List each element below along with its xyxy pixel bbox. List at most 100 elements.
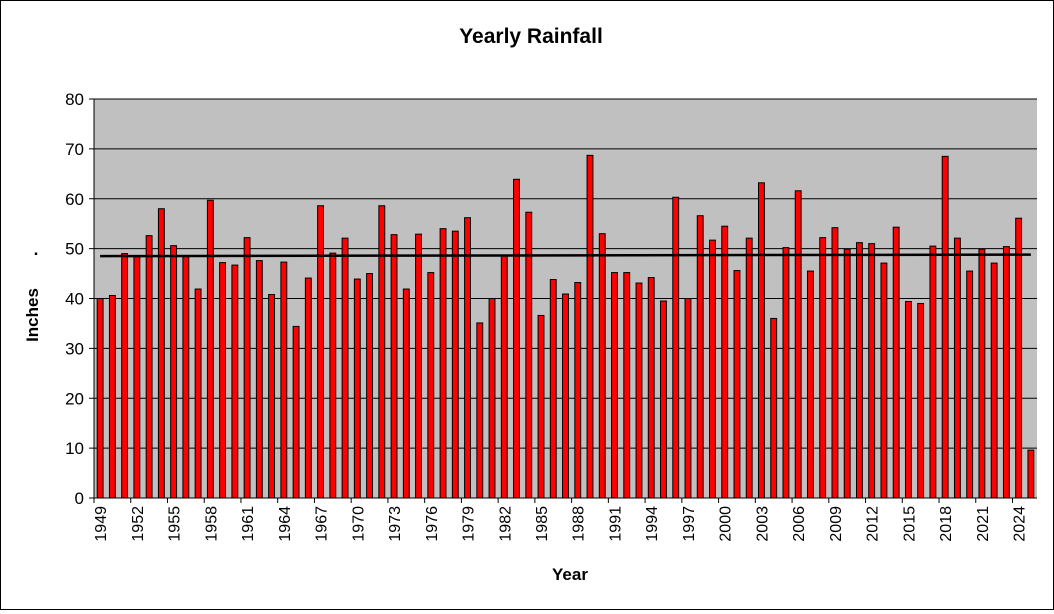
bar xyxy=(966,270,974,499)
y-tick-label: 80 xyxy=(65,90,84,109)
bar xyxy=(378,205,386,499)
bar xyxy=(721,225,729,499)
bar xyxy=(121,253,129,499)
bar xyxy=(415,233,422,499)
x-tick-label: 2018 xyxy=(938,506,955,542)
bar xyxy=(329,252,337,499)
bar xyxy=(660,300,667,499)
x-tick-label: 1964 xyxy=(277,506,294,542)
x-tick-label: 2015 xyxy=(901,506,918,542)
bar xyxy=(929,245,937,499)
bar xyxy=(953,237,961,499)
bar xyxy=(990,262,998,499)
bar xyxy=(733,270,741,499)
y-tick-labels: 0 10 20 30 40 50 60 70 80 xyxy=(65,90,84,508)
bar xyxy=(145,235,153,499)
bar xyxy=(96,298,104,499)
x-tick-label: 1952 xyxy=(130,506,147,542)
bar xyxy=(341,237,349,499)
bar xyxy=(537,314,545,499)
bar xyxy=(904,300,912,499)
bar xyxy=(843,248,851,499)
trendline xyxy=(100,253,1031,258)
x-tick-label: 1976 xyxy=(424,506,441,542)
bars xyxy=(96,154,1035,499)
y-tick-label: 30 xyxy=(65,339,84,358)
bar xyxy=(439,228,447,499)
bar xyxy=(500,255,508,499)
x-tick-label: 2009 xyxy=(828,506,845,542)
bar xyxy=(451,230,459,499)
bar xyxy=(206,199,214,499)
x-tick-label: 2006 xyxy=(791,506,808,542)
bar xyxy=(819,237,827,499)
bar xyxy=(280,261,288,499)
bar xyxy=(513,178,520,499)
bar xyxy=(794,190,802,499)
bar xyxy=(684,298,692,499)
bar xyxy=(170,245,178,499)
x-tick-label: 2000 xyxy=(718,506,735,542)
x-tick-label: 1949 xyxy=(93,506,110,542)
x-tick-label: 1970 xyxy=(350,506,367,542)
bar xyxy=(268,294,276,499)
x-tick-label: 1973 xyxy=(387,506,404,542)
y-tick-label: 40 xyxy=(65,290,84,309)
y-tick-label: 0 xyxy=(75,489,84,508)
bar xyxy=(562,293,569,499)
bar xyxy=(586,154,594,499)
bar xyxy=(464,217,471,499)
bar xyxy=(1015,217,1023,499)
bar xyxy=(488,298,496,499)
bar xyxy=(317,205,325,499)
x-tick-label: 1958 xyxy=(203,506,220,542)
bar xyxy=(855,242,863,499)
x-tick-label: 1991 xyxy=(607,506,624,542)
bar xyxy=(598,233,606,499)
bar xyxy=(611,272,618,499)
x-tick-labels: 1949 1952 1955 1958 1961 1964 1967 1970 1973 1976… xyxy=(93,506,1029,542)
bar xyxy=(476,322,484,499)
bar xyxy=(647,277,655,499)
y-tick-label: 70 xyxy=(65,140,84,159)
y-tick-label: 60 xyxy=(65,190,84,209)
bar xyxy=(390,234,398,499)
bar xyxy=(108,295,116,499)
x-tick-label: 2024 xyxy=(1012,506,1029,542)
bar xyxy=(758,182,765,499)
x-tick-label: 1961 xyxy=(240,506,257,542)
bar xyxy=(219,262,227,499)
bar xyxy=(182,255,190,499)
bar xyxy=(745,237,753,499)
bar xyxy=(770,317,778,499)
axes xyxy=(89,98,1037,503)
x-axis-label: Year xyxy=(552,565,588,584)
x-tick-label: 2021 xyxy=(975,506,992,542)
x-tick-label: 1955 xyxy=(167,506,184,542)
bar xyxy=(574,282,582,499)
bar xyxy=(806,270,814,499)
bar xyxy=(353,278,361,499)
y-axis-label-mark: . xyxy=(34,240,39,259)
bar xyxy=(1027,449,1035,499)
y-tick-label: 10 xyxy=(65,439,84,458)
y-axis-label: Inches xyxy=(23,288,42,342)
x-tick-label: 1985 xyxy=(534,506,551,542)
bar xyxy=(892,226,900,499)
bar xyxy=(709,239,716,499)
bar xyxy=(157,208,165,499)
bar xyxy=(243,237,251,499)
bar xyxy=(402,288,410,499)
x-tick-label: 1988 xyxy=(571,506,588,542)
bar xyxy=(782,247,790,499)
x-tick-label: 1997 xyxy=(681,506,698,542)
y-tick-label: 20 xyxy=(65,389,84,408)
bar xyxy=(635,282,643,499)
y-tick-label: 50 xyxy=(65,240,84,259)
x-tick-label: 2003 xyxy=(754,506,771,542)
x-tick-label: 1994 xyxy=(644,506,661,542)
bar xyxy=(255,260,263,499)
bar xyxy=(133,255,141,499)
